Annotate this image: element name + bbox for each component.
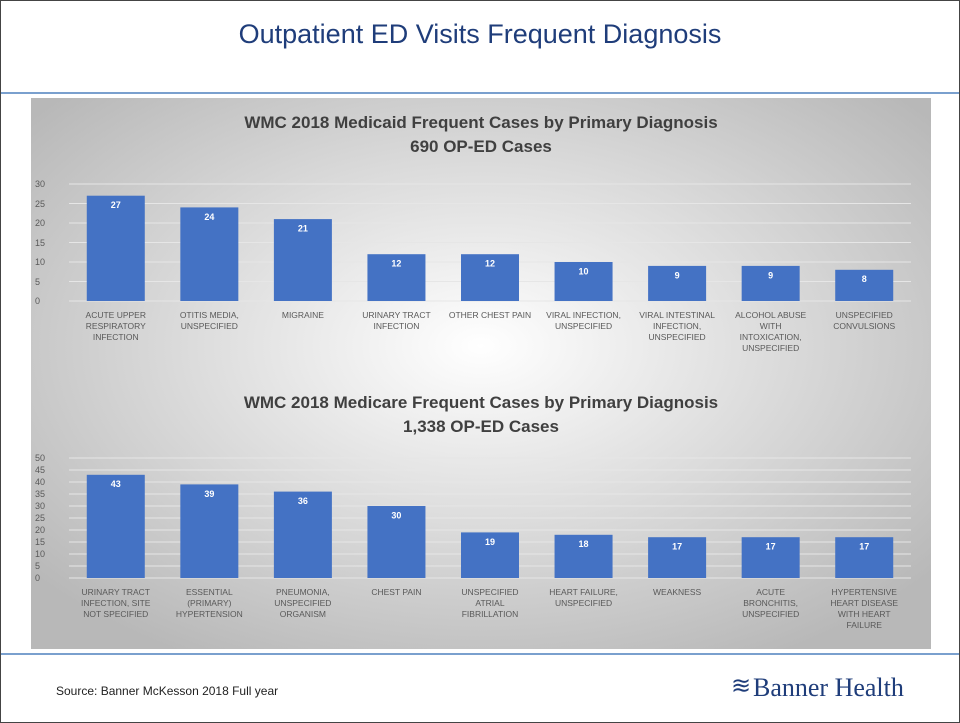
data-label: 39 xyxy=(204,489,214,499)
y-tick-label: 50 xyxy=(35,453,46,463)
data-label: 18 xyxy=(579,539,589,549)
x-tick-label: ACUTE UPPER RESPIRATORY INFECTION xyxy=(85,310,146,342)
y-tick-label: 10 xyxy=(35,257,46,267)
bar xyxy=(741,265,800,301)
data-label: 30 xyxy=(391,510,401,520)
x-tick-label: URINARY TRACT INFECTION xyxy=(362,310,431,331)
x-tick-label: ACUTE BRONCHITIS, UNSPECIFIED xyxy=(742,587,800,619)
data-label: 21 xyxy=(298,223,308,233)
bar xyxy=(273,219,332,301)
data-label: 12 xyxy=(391,259,401,269)
bar xyxy=(86,195,145,301)
bar xyxy=(648,537,707,578)
chart-title: WMC 2018 Medicare Frequent Cases by Prim… xyxy=(243,393,719,412)
data-label: 8 xyxy=(862,274,867,284)
y-tick-label: 5 xyxy=(35,561,41,571)
bar xyxy=(180,207,239,301)
y-tick-label: 30 xyxy=(35,501,46,511)
y-tick-label: 40 xyxy=(35,477,46,487)
x-tick-label: UNSPECIFIED ATRIAL FIBRILLATION xyxy=(461,587,519,619)
x-tick-label: HEART FAILURE, UNSPECIFIED xyxy=(549,587,618,608)
y-tick-label: 30 xyxy=(35,179,46,189)
x-tick-label: URINARY TRACT INFECTION, SITE NOT SPECIF… xyxy=(81,587,151,619)
data-label: 9 xyxy=(768,270,773,280)
data-label: 12 xyxy=(485,259,495,269)
data-label: 17 xyxy=(672,542,682,552)
data-label: 27 xyxy=(111,200,121,210)
y-tick-label: 20 xyxy=(35,218,46,228)
data-label: 43 xyxy=(111,479,121,489)
x-tick-label: WEAKNESS xyxy=(653,587,702,597)
chart-title: WMC 2018 Medicaid Frequent Cases by Prim… xyxy=(244,113,718,132)
y-tick-label: 0 xyxy=(35,296,41,306)
bar xyxy=(741,537,800,578)
x-tick-label: OTITIS MEDIA, UNSPECIFIED xyxy=(179,310,239,331)
x-tick-label: ALCOHOL ABUSE WITH INTOXICATION, UNSPECI… xyxy=(735,310,807,353)
y-tick-label: 0 xyxy=(35,573,41,583)
chart-subtitle: 690 OP-ED Cases xyxy=(410,137,552,156)
x-tick-label: OTHER CHEST PAIN xyxy=(448,310,532,320)
data-label: 9 xyxy=(675,270,680,280)
y-tick-label: 20 xyxy=(35,525,46,535)
x-tick-label: HYPERTENSIVE HEART DISEASE WITH HEART FA… xyxy=(830,587,899,630)
x-tick-label: VIRAL INFECTION, UNSPECIFIED xyxy=(546,310,621,331)
bar xyxy=(273,491,332,578)
y-tick-label: 5 xyxy=(35,276,41,287)
chart-subtitle: 1,338 OP-ED Cases xyxy=(403,417,559,436)
bar xyxy=(367,506,426,578)
bar xyxy=(835,269,894,301)
bar xyxy=(460,532,520,578)
bar xyxy=(554,534,613,578)
y-tick-label: 15 xyxy=(35,237,46,248)
logo-icon: ≋ xyxy=(731,672,751,699)
bar xyxy=(180,484,239,578)
y-tick-label: 10 xyxy=(35,549,46,559)
data-label: 17 xyxy=(766,542,776,552)
y-tick-label: 25 xyxy=(35,198,46,209)
data-label: 10 xyxy=(579,266,589,276)
data-label: 17 xyxy=(859,542,869,552)
y-tick-label: 35 xyxy=(35,489,46,499)
data-label: 36 xyxy=(298,496,308,506)
source-note: Source: Banner McKesson 2018 Full year xyxy=(56,684,279,698)
bar xyxy=(835,537,894,578)
bar xyxy=(367,254,426,301)
bar xyxy=(648,265,707,301)
x-tick-label: UNSPECIFIED CONVULSIONS xyxy=(833,310,896,331)
data-label: 24 xyxy=(204,212,214,222)
bar xyxy=(460,254,520,301)
logo-text: Banner Health xyxy=(753,673,904,702)
bar xyxy=(554,262,613,301)
data-label: 19 xyxy=(485,537,495,547)
x-tick-label: CHEST PAIN xyxy=(371,587,422,597)
x-tick-label: ESSENTIAL (PRIMARY) HYPERTENSION xyxy=(175,587,243,619)
bar xyxy=(86,474,145,578)
y-tick-label: 15 xyxy=(35,537,46,547)
y-tick-label: 45 xyxy=(35,465,46,475)
x-tick-label: MIGRAINE xyxy=(281,310,324,320)
x-tick-label: PNEUMONIA, UNSPECIFIED ORGANISM xyxy=(274,587,332,619)
y-tick-label: 25 xyxy=(35,513,46,523)
slide-title: Outpatient ED Visits Frequent Diagnosis xyxy=(238,19,722,49)
x-tick-label: VIRAL INTESTINAL INFECTION, UNSPECIFIED xyxy=(639,310,715,342)
